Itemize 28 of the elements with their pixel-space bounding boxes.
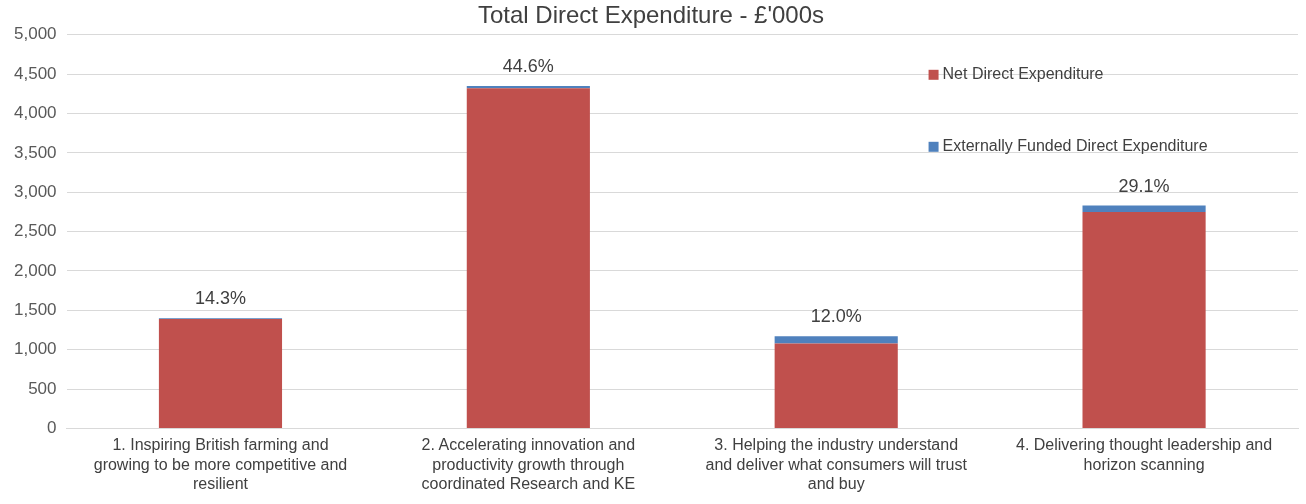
bar (466, 88, 590, 428)
bar (158, 318, 283, 428)
x-tick-label: 3. Helping the industry understand and deliver what consumers will trust and buy (705, 436, 968, 492)
y-tick-label: 1,000 (13, 339, 57, 359)
y-tick-label: 4,000 (13, 103, 57, 123)
legend-label: Net Direct Expenditure (942, 65, 1104, 83)
bar (1082, 211, 1206, 428)
x-tick-label: 2. Accelerating innovation and productivity growth through coordinated Research and KE (421, 436, 636, 492)
chart-title: Total Direct Expenditure - £'000s (477, 1, 825, 29)
legend-label: Externally Funded Direct Expenditure (942, 137, 1208, 155)
y-tick-label: 500 (28, 378, 57, 398)
y-tick-label: 5,000 (13, 24, 57, 44)
annotation: 14.3% (194, 288, 246, 309)
annotation: 44.6% (502, 55, 554, 76)
annotation: 12.0% (810, 306, 862, 327)
x-tick-label: 1. Inspiring British farming and growing to be more competitive and resilient (93, 436, 348, 492)
y-tick-label: 3,000 (13, 181, 57, 201)
y-tick-label: 3,500 (13, 142, 57, 162)
y-tick-label: 2,000 (13, 260, 57, 280)
y-tick-label: 4,500 (13, 63, 57, 83)
y-tick-label: 2,500 (13, 221, 57, 241)
annotation: 29.1% (1118, 175, 1170, 196)
bar (774, 343, 898, 428)
bar (1082, 205, 1206, 212)
y-tick-label: 1,500 (13, 300, 57, 320)
y-tick-label: 0 (47, 418, 57, 438)
bar (774, 336, 898, 344)
x-tick-label: 4. Delivering thought leadership and horizon scanning (1015, 436, 1273, 473)
